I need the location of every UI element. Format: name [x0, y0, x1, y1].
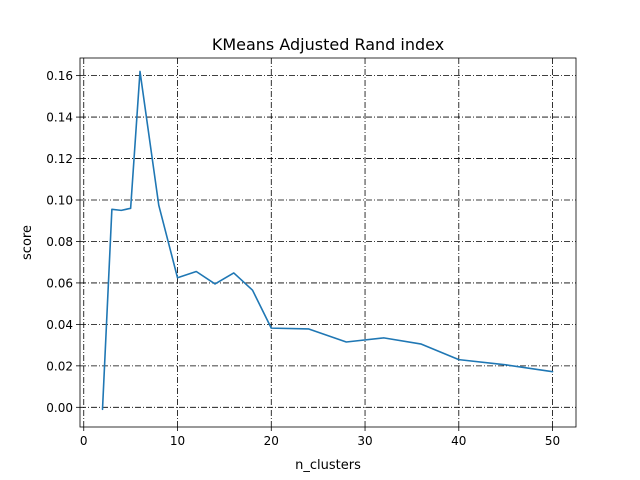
- x-tick-label: 20: [264, 434, 279, 448]
- y-tick-label: 0.06: [46, 276, 73, 290]
- y-tick-label: 0.08: [46, 235, 73, 249]
- chart-title: KMeans Adjusted Rand index: [212, 35, 444, 54]
- x-tick-label: 40: [451, 434, 466, 448]
- y-tick-label: 0.04: [46, 318, 73, 332]
- y-axis-label: score: [20, 225, 35, 260]
- y-tick-label: 0.16: [46, 69, 73, 83]
- x-tick-label: 50: [545, 434, 560, 448]
- y-tick-label: 0.10: [46, 194, 73, 208]
- y-tick-label: 0.12: [46, 152, 73, 166]
- x-tick-label: 30: [357, 434, 372, 448]
- x-tick-label: 10: [170, 434, 185, 448]
- x-axis-label: n_clusters: [295, 458, 361, 473]
- x-tick-label: 0: [80, 434, 88, 448]
- y-tick-label: 0.14: [46, 111, 73, 125]
- grid: [80, 58, 576, 427]
- y-axis: 0.00 0.02 0.04 0.06 0.08 0.10 0.12 0.14 0.16: [46, 69, 80, 415]
- x-axis: 0 10 20 30 40 50: [80, 427, 560, 448]
- series-line: [101, 70, 554, 411]
- y-tick-label: 0.00: [46, 401, 73, 415]
- series-group: [101, 70, 554, 411]
- y-tick-label: 0.02: [46, 359, 73, 373]
- plot-frame: [79, 57, 577, 428]
